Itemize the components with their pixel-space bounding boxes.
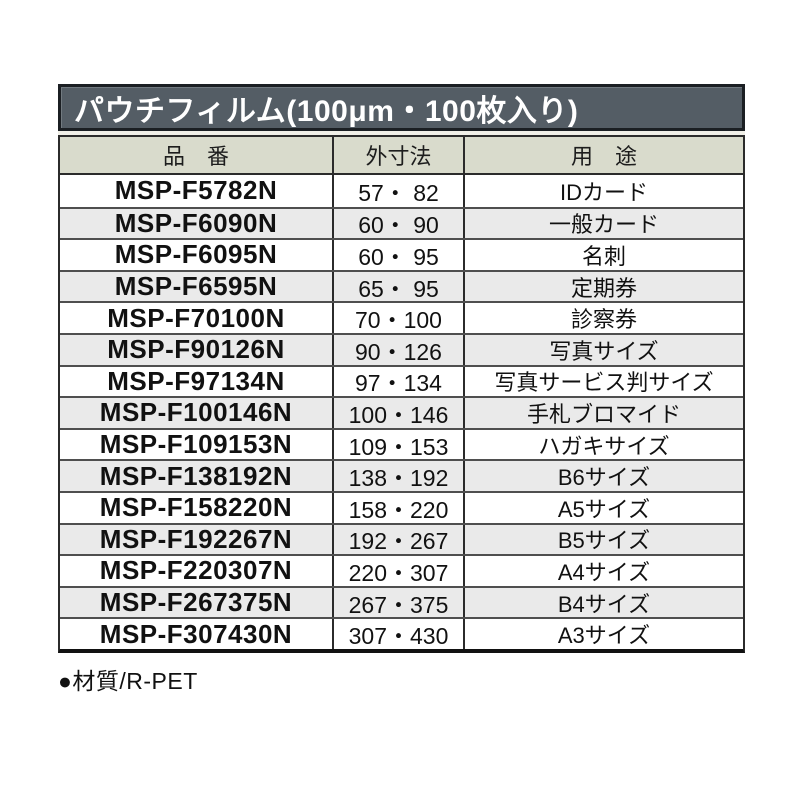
product-code-cell: MSP-F97134N bbox=[60, 366, 334, 397]
product-code-cell: MSP-F90126N bbox=[60, 334, 334, 365]
use-cell: 写真サイズ bbox=[549, 338, 659, 364]
table-row: MSP-F267375N 267・375 B4サイズ bbox=[60, 585, 743, 618]
product-code-cell: MSP-F138192N bbox=[60, 461, 334, 491]
outer-size-cell: 192・267 bbox=[334, 524, 465, 555]
product-code-cell: MSP-F5782N bbox=[60, 175, 334, 207]
product-code-cell: MSP-F307430N bbox=[60, 619, 334, 649]
column-header-row: 品 番 外寸法 用 途 bbox=[60, 137, 743, 175]
product-code-cell: MSP-F109153N bbox=[60, 429, 334, 460]
material-note: ●材質/R-PET bbox=[58, 667, 198, 694]
table-row: MSP-F192267N 192・267 B5サイズ bbox=[60, 522, 743, 555]
use-cell: A3サイズ bbox=[557, 623, 651, 649]
use-cell: B5サイズ bbox=[557, 528, 651, 554]
product-code-cell: MSP-F100146N bbox=[60, 398, 334, 428]
table-row: MSP-F307430N 307・430 A3サイズ bbox=[60, 617, 743, 649]
use-cell: 名刺 bbox=[581, 243, 626, 269]
outer-size-cell: 267・375 bbox=[334, 587, 465, 618]
spec-grid: 品 番 外寸法 用 途 MSP-F5782N 57・ 82 IDカード MSP-… bbox=[58, 135, 745, 653]
product-spec-table: パウチフィルム(100μm・100枚入り) 品 番 外寸法 用 途 MSP-F5… bbox=[58, 84, 745, 696]
outer-size-cell: 138・192 bbox=[334, 461, 465, 491]
outer-size-cell: 60・ 95 bbox=[334, 240, 465, 270]
table-body: MSP-F5782N 57・ 82 IDカード MSP-F6090N 60・ 9… bbox=[60, 175, 743, 649]
table-row: MSP-F6095N 60・ 95 名刺 bbox=[60, 238, 743, 270]
use-cell: B6サイズ bbox=[557, 465, 651, 491]
use-cell: 手札ブロマイド bbox=[526, 401, 681, 427]
table-row: MSP-F5782N 57・ 82 IDカード bbox=[60, 175, 743, 207]
outer-size-cell: 60・ 90 bbox=[334, 208, 465, 239]
use-cell: B4サイズ bbox=[557, 591, 651, 617]
table-row: MSP-F158220N 158・220 A5サイズ bbox=[60, 490, 743, 523]
outer-size-cell: 65・ 95 bbox=[334, 271, 465, 302]
use-cell: 定期券 bbox=[570, 275, 637, 301]
product-code-cell: MSP-F220307N bbox=[60, 556, 334, 586]
product-code-cell: MSP-F267375N bbox=[60, 587, 334, 618]
table-title: パウチフィルム(100μm・100枚入り) bbox=[58, 84, 745, 131]
outer-size-cell: 109・153 bbox=[334, 429, 465, 460]
table-row: MSP-F90126N 90・126 写真サイズ bbox=[60, 332, 743, 365]
outer-size-cell: 97・134 bbox=[334, 366, 465, 397]
product-code-cell: MSP-F158220N bbox=[60, 492, 334, 523]
product-code-cell: MSP-F6095N bbox=[60, 240, 334, 270]
use-cell: IDカード bbox=[559, 179, 648, 205]
table-row: MSP-F97134N 97・134 写真サービス判サイズ bbox=[60, 364, 743, 397]
column-header-use: 用 途 bbox=[570, 144, 637, 169]
table-row: MSP-F6090N 60・ 90 一般カード bbox=[60, 206, 743, 239]
outer-size-cell: 100・146 bbox=[334, 398, 465, 428]
outer-size-cell: 307・430 bbox=[334, 619, 465, 649]
table-row: MSP-F109153N 109・153 ハガキサイズ bbox=[60, 427, 743, 460]
table-row: MSP-F138192N 138・192 B6サイズ bbox=[60, 459, 743, 491]
use-cell: ハガキサイズ bbox=[538, 433, 670, 459]
title-header-gap bbox=[58, 131, 745, 135]
table-row: MSP-F220307N 220・307 A4サイズ bbox=[60, 554, 743, 586]
table-row: MSP-F100146N 100・146 手札ブロマイド bbox=[60, 396, 743, 428]
outer-size-cell: 158・220 bbox=[334, 492, 465, 523]
column-header-part-number: 品 番 bbox=[60, 137, 334, 173]
product-code-cell: MSP-F70100N bbox=[60, 303, 334, 333]
outer-size-cell: 220・307 bbox=[334, 556, 465, 586]
use-cell: 一般カード bbox=[548, 212, 659, 238]
product-code-cell: MSP-F6090N bbox=[60, 208, 334, 239]
product-code-cell: MSP-F192267N bbox=[60, 524, 334, 555]
use-cell: 診察券 bbox=[570, 307, 637, 333]
use-cell: 写真サービス判サイズ bbox=[494, 370, 714, 396]
outer-size-cell: 57・ 82 bbox=[334, 175, 465, 207]
column-header-outer-size: 外寸法 bbox=[334, 137, 465, 173]
use-cell: A5サイズ bbox=[557, 496, 651, 522]
use-cell: A4サイズ bbox=[557, 559, 651, 585]
product-code-cell: MSP-F6595N bbox=[60, 271, 334, 302]
outer-size-cell: 90・126 bbox=[334, 334, 465, 365]
table-row: MSP-F6595N 65・ 95 定期券 bbox=[60, 269, 743, 302]
table-row: MSP-F70100N 70・100 診察券 bbox=[60, 301, 743, 333]
outer-size-cell: 70・100 bbox=[334, 303, 465, 333]
